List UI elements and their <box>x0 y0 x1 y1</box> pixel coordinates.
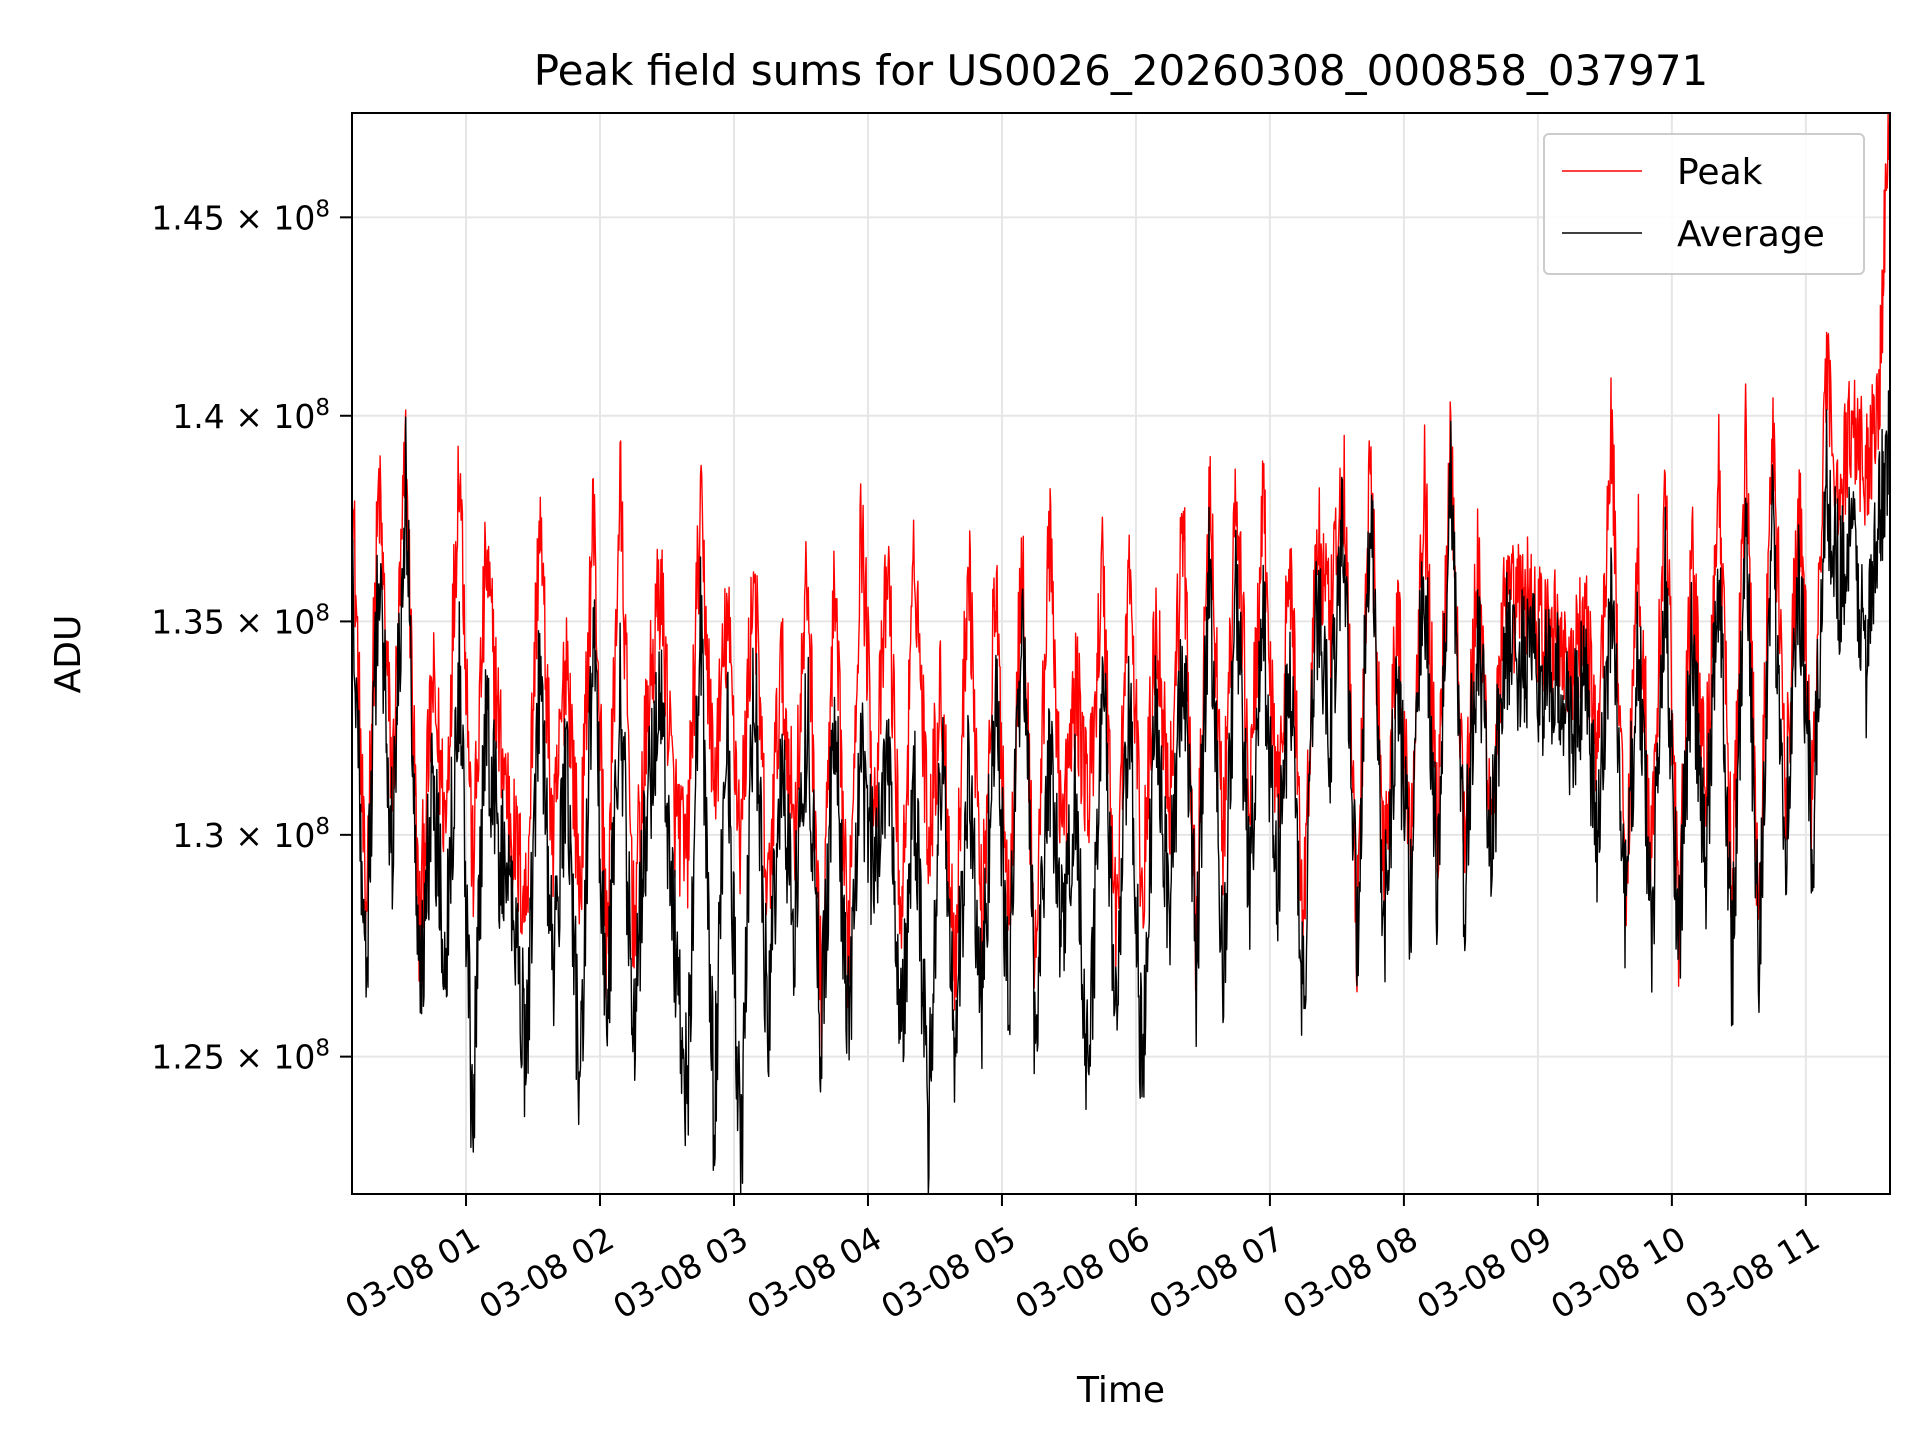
plot-frame <box>351 112 1891 1195</box>
y-tick-label: 1.25 × 108 <box>151 1036 330 1077</box>
legend-label-peak: Peak <box>1677 152 1763 193</box>
y-axis-label: ADU <box>48 615 89 694</box>
y-tick-label: 1.35 × 108 <box>151 600 330 641</box>
legend: Peak Average <box>1543 133 1865 275</box>
y-tick-label: 1.45 × 108 <box>151 196 330 237</box>
legend-label-average: Average <box>1677 214 1825 255</box>
chart-title: Peak field sums for US0026_20260308_0008… <box>534 46 1709 95</box>
y-tick-label: 1.3 × 108 <box>172 814 330 855</box>
series-line-average <box>351 390 1890 1195</box>
y-axis-ticks: 1.25 × 108 1.3 × 108 1.35 × 108 1.4 × 108 1.… <box>151 196 352 1077</box>
legend-box <box>1543 133 1865 275</box>
y-tick-label: 1.4 × 108 <box>172 395 330 436</box>
series-group <box>351 112 1890 1195</box>
x-axis-label: Time <box>1076 1370 1165 1411</box>
